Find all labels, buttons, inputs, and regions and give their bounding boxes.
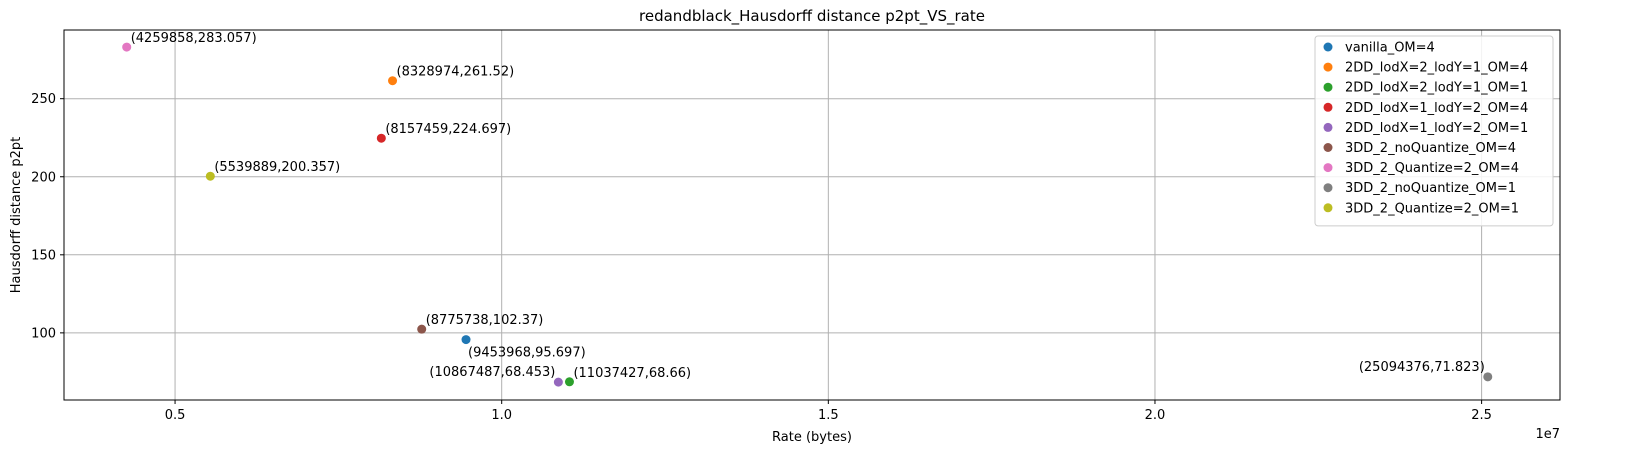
legend-entry: 3DD_2_Quantize=2_OM=1 bbox=[1345, 201, 1519, 216]
point-annotations: (9453968,95.697) (8328974,261.52) (1103742… bbox=[131, 31, 1485, 381]
legend-entry: 3DD_2_Quantize=2_OM=4 bbox=[1345, 161, 1519, 176]
legend-marker bbox=[1323, 102, 1333, 112]
data-points bbox=[122, 42, 1493, 387]
legend-marker bbox=[1323, 42, 1333, 52]
legend-entry: 2DD_lodX=2_lodY=1_OM=1 bbox=[1345, 81, 1528, 96]
legend-box bbox=[1314, 35, 1554, 227]
data-point bbox=[1483, 372, 1493, 382]
x-tick-label: 2.5 bbox=[1471, 408, 1492, 423]
data-label: (8775738,102.37) bbox=[426, 313, 544, 328]
data-label: (5539889,200.357) bbox=[214, 160, 340, 175]
x-tick-label: 0.5 bbox=[165, 408, 186, 423]
x-axis-label: Rate (bytes) bbox=[772, 430, 852, 445]
x-tick-label: 2.0 bbox=[1145, 408, 1166, 423]
data-point bbox=[388, 76, 398, 86]
legend-marker bbox=[1323, 163, 1333, 173]
data-label: (4259858,283.057) bbox=[131, 31, 257, 46]
data-point bbox=[417, 324, 427, 334]
y-tick-label: 200 bbox=[31, 170, 56, 185]
y-tick-label: 250 bbox=[31, 92, 56, 107]
x-tick-label: 1.5 bbox=[818, 408, 839, 423]
legend-marker bbox=[1323, 82, 1333, 92]
data-label: (10867487,68.453) bbox=[429, 365, 555, 380]
x-axis-offset-text: 1e7 bbox=[1535, 427, 1560, 442]
data-label: (8328974,261.52) bbox=[397, 65, 515, 80]
data-point bbox=[461, 335, 471, 345]
data-label: (25094376,71.823) bbox=[1359, 360, 1485, 375]
chart-title: redandblack_Hausdorff distance p2pt_VS_r… bbox=[639, 7, 985, 26]
data-point bbox=[553, 377, 563, 387]
plot-area-frame bbox=[63, 29, 1561, 401]
legend: vanilla_OM=4 2DD_lodX=2_lodY=1_OM=4 2DD_lo… bbox=[1314, 35, 1554, 227]
legend-marker bbox=[1323, 143, 1333, 152]
data-point bbox=[122, 42, 132, 52]
data-point bbox=[205, 171, 215, 181]
y-axis-label: Hausdorff distance p2pt bbox=[9, 137, 24, 293]
x-tick-label: 1.0 bbox=[491, 408, 512, 423]
data-point bbox=[564, 377, 574, 387]
legend-marker bbox=[1323, 203, 1333, 213]
axis-ticks: 0.5 1.0 1.5 2.0 2.5 100 150 200 250 bbox=[31, 92, 1492, 423]
legend-marker bbox=[1323, 62, 1333, 72]
legend-entry: 3DD_2_noQuantize_OM=1 bbox=[1345, 181, 1516, 196]
y-tick-label: 100 bbox=[31, 326, 56, 341]
legend-entry: 2DD_lodX=1_lodY=2_OM=4 bbox=[1345, 101, 1528, 116]
legend-entry: vanilla_OM=4 bbox=[1345, 41, 1435, 56]
data-label: (9453968,95.697) bbox=[468, 346, 586, 361]
legend-marker bbox=[1323, 122, 1333, 132]
data-label: (11037427,68.66) bbox=[573, 366, 691, 381]
data-label: (8157459,224.697) bbox=[385, 122, 511, 137]
legend-entry: 2DD_lodX=1_lodY=2_OM=1 bbox=[1345, 121, 1528, 136]
legend-entry: 3DD_2_noQuantize_OM=4 bbox=[1345, 141, 1516, 156]
y-tick-label: 150 bbox=[31, 248, 56, 263]
legend-marker bbox=[1323, 183, 1333, 193]
legend-entry: 2DD_lodX=2_lodY=1_OM=4 bbox=[1345, 61, 1528, 76]
data-point bbox=[376, 133, 386, 143]
